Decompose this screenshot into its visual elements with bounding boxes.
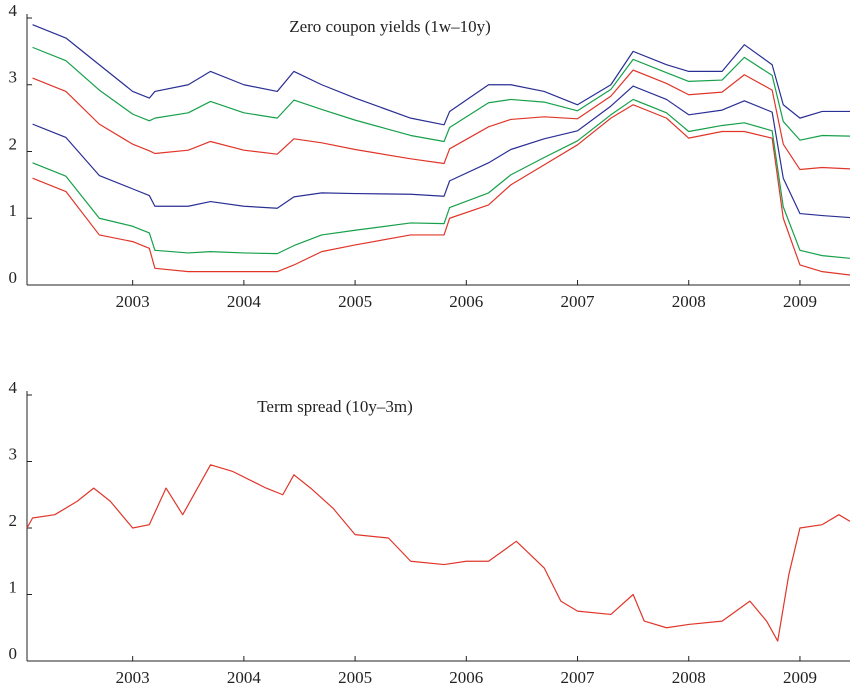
y-tick-label: 2 xyxy=(9,134,18,153)
series-line xyxy=(26,464,850,642)
x-tick-label: 2005 xyxy=(338,668,372,687)
chart-title: Zero coupon yields (1w–10y) xyxy=(289,17,491,36)
series-line xyxy=(32,104,850,276)
x-tick-label: 2006 xyxy=(449,668,483,687)
x-tick-label: 2007 xyxy=(561,668,596,687)
series-line xyxy=(32,46,850,143)
y-tick-label: 2 xyxy=(9,511,18,530)
y-tick-label: 1 xyxy=(9,577,18,596)
y-tick-label: 4 xyxy=(9,1,18,20)
y-tick-label: 0 xyxy=(9,644,18,663)
x-tick-label: 2009 xyxy=(783,668,817,687)
series-line xyxy=(32,24,850,126)
x-tick-label: 2006 xyxy=(449,292,483,311)
x-tick-label: 2004 xyxy=(227,292,262,311)
x-tick-label: 2003 xyxy=(116,292,150,311)
y-tick-label: 3 xyxy=(9,68,18,87)
x-tick-label: 2008 xyxy=(672,668,706,687)
x-tick-label: 2003 xyxy=(116,668,150,687)
chart-title: Term spread (10y–3m) xyxy=(257,397,413,416)
x-tick-label: 2007 xyxy=(561,292,596,311)
y-tick-label: 0 xyxy=(9,268,18,287)
x-tick-label: 2008 xyxy=(672,292,706,311)
y-tick-label: 1 xyxy=(9,201,18,220)
x-tick-label: 2009 xyxy=(783,292,817,311)
y-tick-label: 4 xyxy=(9,378,18,397)
x-tick-label: 2005 xyxy=(338,292,372,311)
x-tick-label: 2004 xyxy=(227,668,262,687)
series-line xyxy=(32,69,850,171)
y-tick-label: 3 xyxy=(9,444,18,463)
series-line xyxy=(32,85,850,219)
series-line xyxy=(32,98,850,259)
